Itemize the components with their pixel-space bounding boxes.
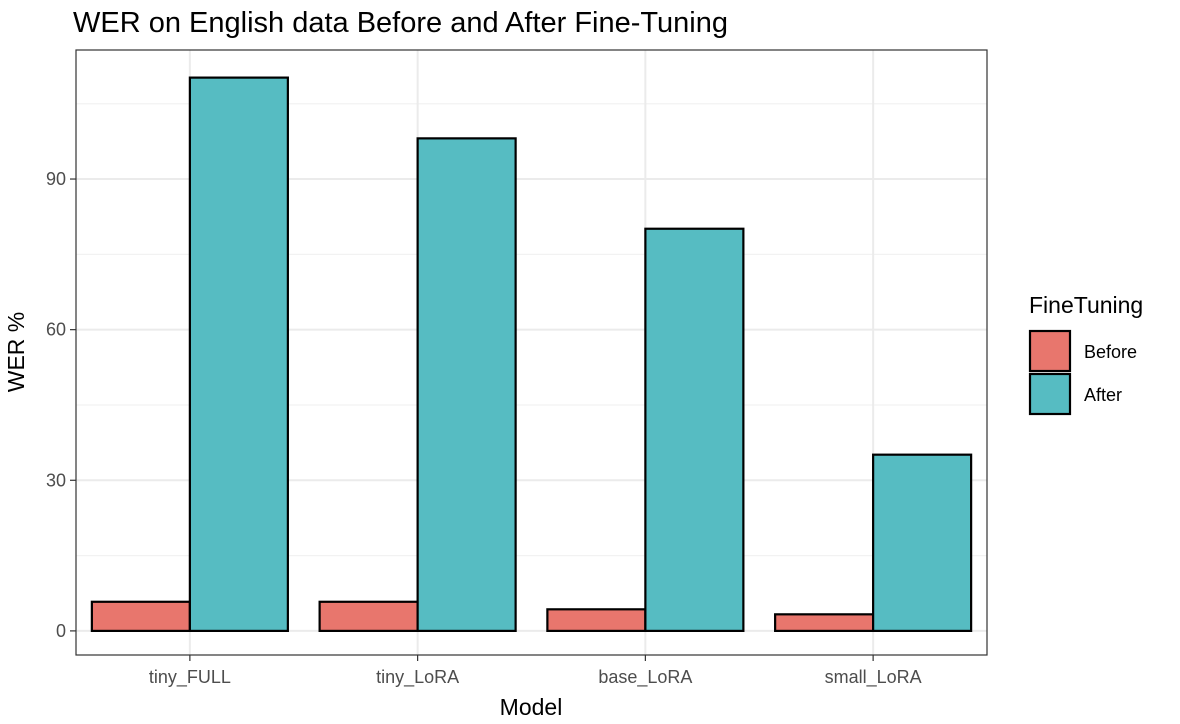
legend-swatch-after	[1028, 372, 1072, 416]
bars	[90, 76, 973, 633]
y-axis: 0 30 60 90	[46, 169, 76, 641]
x-tick-label: base_LoRA	[598, 667, 692, 688]
legend-label-before: Before	[1084, 342, 1137, 362]
bar-before-small-lora	[774, 613, 875, 633]
chart-title: WER on English data Before and After Fin…	[73, 7, 728, 39]
x-tick-label: tiny_LoRA	[376, 667, 459, 688]
legend-items: Before After	[1028, 329, 1137, 416]
y-tick-label: 30	[46, 470, 66, 490]
bar-before-tiny-full	[90, 600, 191, 633]
bar-after-small-lora	[872, 453, 973, 633]
y-tick-label: 90	[46, 169, 66, 189]
bar-before-tiny-lora	[318, 600, 419, 633]
legend-label-after: After	[1084, 385, 1122, 405]
y-tick-label: 0	[56, 621, 66, 641]
bar-after-tiny-full	[188, 76, 289, 633]
x-axis: tiny_FULL tiny_LoRA base_LoRA small_LoRA	[149, 655, 922, 688]
x-tick-label: tiny_FULL	[149, 667, 231, 688]
legend-swatch-before	[1028, 329, 1072, 373]
legend: FineTuning Before After	[1028, 292, 1143, 416]
bar-before-base-lora	[546, 608, 647, 633]
y-axis-title: WER %	[3, 312, 29, 393]
x-axis-title: Model	[500, 694, 563, 720]
bar-after-tiny-lora	[416, 137, 517, 633]
bar-after-base-lora	[644, 227, 745, 633]
x-tick-label: small_LoRA	[825, 667, 922, 688]
legend-title: FineTuning	[1029, 292, 1143, 318]
y-tick-label: 60	[46, 320, 66, 340]
panel-border	[75, 49, 988, 656]
